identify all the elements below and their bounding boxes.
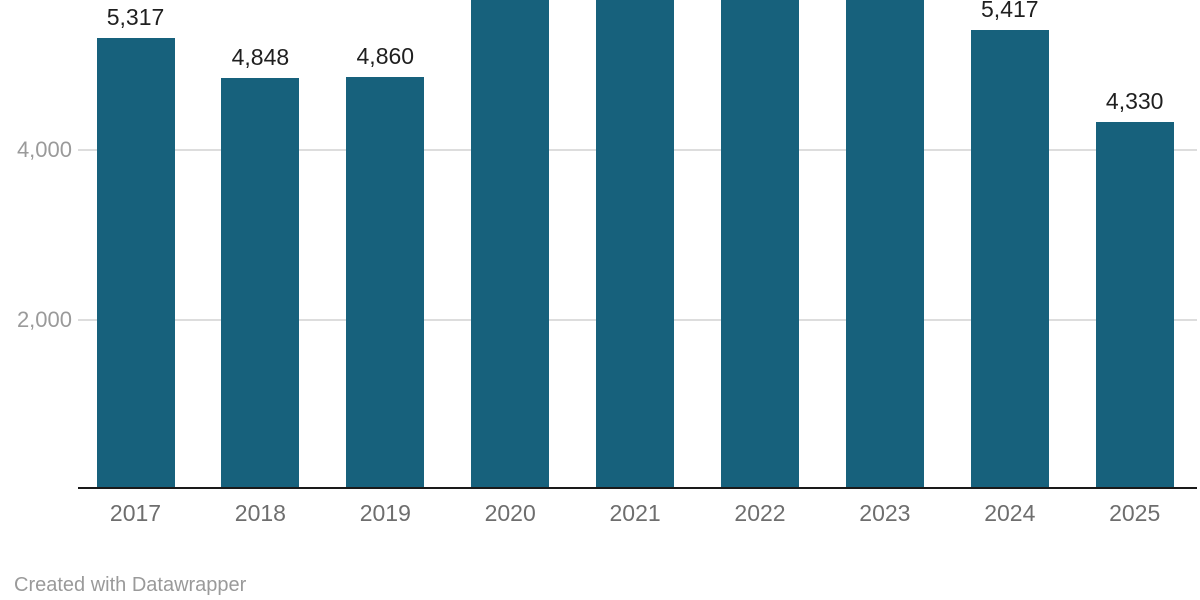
bar-2024[interactable] <box>970 30 1049 489</box>
bar-2017[interactable] <box>96 38 175 489</box>
x-tick-label-2024: 2024 <box>984 500 1036 526</box>
x-tick-label-2019: 2019 <box>359 500 411 526</box>
value-label-2017: 5,317 <box>106 4 165 30</box>
y-tick-label-2000: 2,000 <box>16 306 72 332</box>
bar-2025[interactable] <box>1095 122 1174 489</box>
bar-2019[interactable] <box>346 77 425 489</box>
x-tick-label-2025: 2025 <box>1109 500 1161 526</box>
x-tick-label-2020: 2020 <box>484 500 536 526</box>
bar-2021[interactable] <box>596 0 675 489</box>
value-label-2018: 4,848 <box>231 44 290 70</box>
x-tick-label-2022: 2022 <box>734 500 786 526</box>
value-label-2024: 5,417 <box>981 0 1039 22</box>
bar-2020[interactable] <box>471 0 550 489</box>
value-label-2019: 4,860 <box>356 43 415 69</box>
x-tick-label-2017: 2017 <box>109 500 162 526</box>
x-tick-label-2021: 2021 <box>609 500 661 526</box>
value-label-2025: 4,330 <box>1105 88 1164 114</box>
x-tick-label-2018: 2018 <box>234 500 286 526</box>
y-tick-label-4000: 4,000 <box>16 137 72 162</box>
x-tick-label-2023: 2023 <box>859 500 911 526</box>
datawrapper-credit: Created with Datawrapper <box>14 574 247 596</box>
bar-2022[interactable] <box>721 0 799 489</box>
x-axis-line <box>78 487 1197 489</box>
bar-2023[interactable] <box>845 0 924 489</box>
bar-2018[interactable] <box>221 78 300 489</box>
